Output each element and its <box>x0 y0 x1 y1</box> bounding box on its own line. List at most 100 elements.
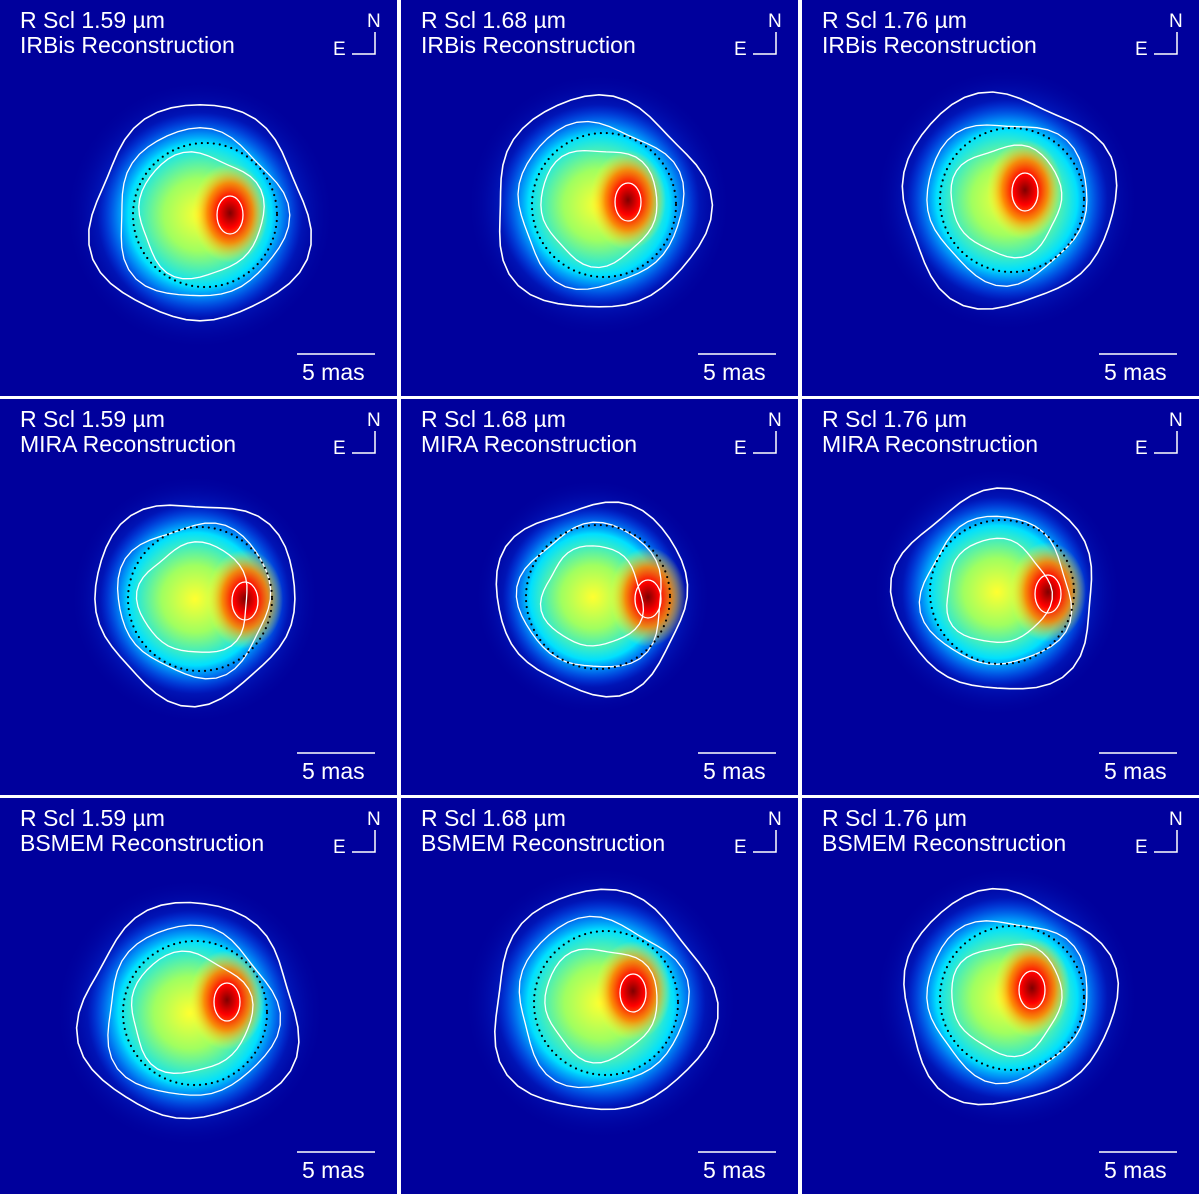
scale-bar-label: 5 mas <box>1104 1157 1167 1183</box>
compass-north-label: N <box>367 410 381 431</box>
compass-icon <box>352 830 376 853</box>
hotspot <box>987 140 1063 240</box>
uniform-disk-circle <box>121 939 269 1087</box>
compass-east-label: E <box>1135 438 1148 459</box>
reconstruction-panel: R Scl 1.59 µm BSMEM Reconstruction N E 5 mas <box>0 798 397 1194</box>
contour-line <box>498 93 714 308</box>
uniform-disk-circle <box>532 929 680 1077</box>
panel-title: R Scl 1.68 µm <box>421 805 566 831</box>
contour-line <box>130 950 254 1074</box>
contour-line <box>540 149 658 269</box>
hotspot <box>590 150 666 250</box>
contour-line <box>94 504 296 708</box>
compass-icon <box>1154 431 1178 454</box>
reconstruction-panel: R Scl 1.68 µm MIRA Reconstruction N E 5 mas <box>401 399 798 795</box>
hotspot <box>610 547 686 647</box>
hotspot <box>994 938 1070 1038</box>
contour-line <box>951 943 1063 1058</box>
compass-north-label: N <box>1169 410 1183 431</box>
scale-bar-label: 5 mas <box>703 1157 766 1183</box>
uniform-disk-circle <box>126 525 274 673</box>
panel-method: IRBis Reconstruction <box>20 32 235 58</box>
contour-line <box>946 537 1053 643</box>
contour-line <box>903 887 1120 1106</box>
panel-method: IRBis Reconstruction <box>421 32 636 58</box>
contour-line <box>918 515 1073 665</box>
panel-method: BSMEM Reconstruction <box>20 830 264 856</box>
uniform-disk-circle <box>928 518 1076 666</box>
hotspot <box>595 941 671 1041</box>
contour-line <box>539 545 645 647</box>
contour-line <box>518 915 690 1089</box>
contour-line <box>544 948 658 1064</box>
compass-icon <box>1154 32 1178 55</box>
compass-north-label: N <box>768 11 782 32</box>
compass-east-label: E <box>333 438 346 459</box>
contour-line <box>138 151 265 280</box>
uniform-disk-circle <box>938 126 1086 274</box>
compass-east-label: E <box>734 837 747 858</box>
scale-bar-label: 5 mas <box>302 1157 365 1183</box>
contour-line <box>614 182 642 222</box>
compass-north-label: N <box>768 809 782 830</box>
compass-east-label: E <box>333 39 346 60</box>
compass-east-label: E <box>1135 837 1148 858</box>
contour-line <box>493 888 719 1111</box>
contour-line <box>120 127 291 297</box>
scale-bar-label: 5 mas <box>302 359 365 385</box>
compass-icon <box>1154 830 1178 853</box>
panel-method: IRBis Reconstruction <box>822 32 1037 58</box>
contour-line <box>901 91 1118 310</box>
panel-title: R Scl 1.59 µm <box>20 406 165 432</box>
panel-method: MIRA Reconstruction <box>822 431 1038 457</box>
compass-icon <box>753 32 777 55</box>
hotspot <box>207 549 283 649</box>
uniform-disk-circle <box>524 523 672 671</box>
reconstruction-panel: R Scl 1.59 µm MIRA Reconstruction N E 5 mas <box>0 399 397 795</box>
contour-line <box>517 120 685 290</box>
hotspot <box>1010 542 1086 642</box>
scale-bar-label: 5 mas <box>1104 359 1167 385</box>
panel-title: R Scl 1.68 µm <box>421 7 566 33</box>
reconstruction-panel: R Scl 1.68 µm BSMEM Reconstruction N E 5 mas <box>401 798 798 1194</box>
contour-line <box>926 124 1088 287</box>
contour-line <box>88 103 312 322</box>
compass-east-label: E <box>734 438 747 459</box>
contour-line <box>950 144 1063 259</box>
panel-title: R Scl 1.59 µm <box>20 805 165 831</box>
contour-line <box>495 501 689 698</box>
compass-north-label: N <box>1169 809 1183 830</box>
compass-east-label: E <box>1135 39 1148 60</box>
reconstruction-panel: R Scl 1.76 µm MIRA Reconstruction N E 5 mas <box>802 399 1199 795</box>
contour-line <box>926 920 1088 1085</box>
compass-north-label: N <box>367 11 381 32</box>
reconstruction-panel: R Scl 1.76 µm IRBis Reconstruction N E 5 mas <box>802 0 1199 396</box>
contour-line <box>216 195 244 235</box>
panel-title: R Scl 1.76 µm <box>822 7 967 33</box>
reconstruction-panel: R Scl 1.76 µm BSMEM Reconstruction N E 5 mas <box>802 798 1199 1194</box>
compass-icon <box>753 431 777 454</box>
reconstruction-panel: R Scl 1.59 µm IRBis Reconstruction N E 5 mas <box>0 0 397 396</box>
reconstruction-panel: R Scl 1.68 µm IRBis Reconstruction N E 5 mas <box>401 0 798 396</box>
uniform-disk-circle <box>530 131 678 279</box>
panel-title: R Scl 1.76 µm <box>822 406 967 432</box>
panel-method: MIRA Reconstruction <box>20 431 236 457</box>
contour-line <box>116 522 272 680</box>
contour-line <box>75 901 300 1120</box>
contour-line <box>107 924 281 1096</box>
compass-east-label: E <box>734 39 747 60</box>
contour-line <box>1018 970 1046 1010</box>
panel-title: R Scl 1.76 µm <box>822 805 967 831</box>
panel-title: R Scl 1.68 µm <box>421 406 566 432</box>
panel-method: BSMEM Reconstruction <box>421 830 665 856</box>
compass-north-label: N <box>367 809 381 830</box>
panel-title: R Scl 1.59 µm <box>20 7 165 33</box>
hotspot <box>189 950 265 1050</box>
contour-line <box>231 581 259 621</box>
contour-line <box>889 487 1093 690</box>
compass-east-label: E <box>333 837 346 858</box>
hotspot <box>192 163 268 263</box>
panel-method: BSMEM Reconstruction <box>822 830 1066 856</box>
contour-line <box>1011 172 1039 212</box>
compass-north-label: N <box>1169 11 1183 32</box>
